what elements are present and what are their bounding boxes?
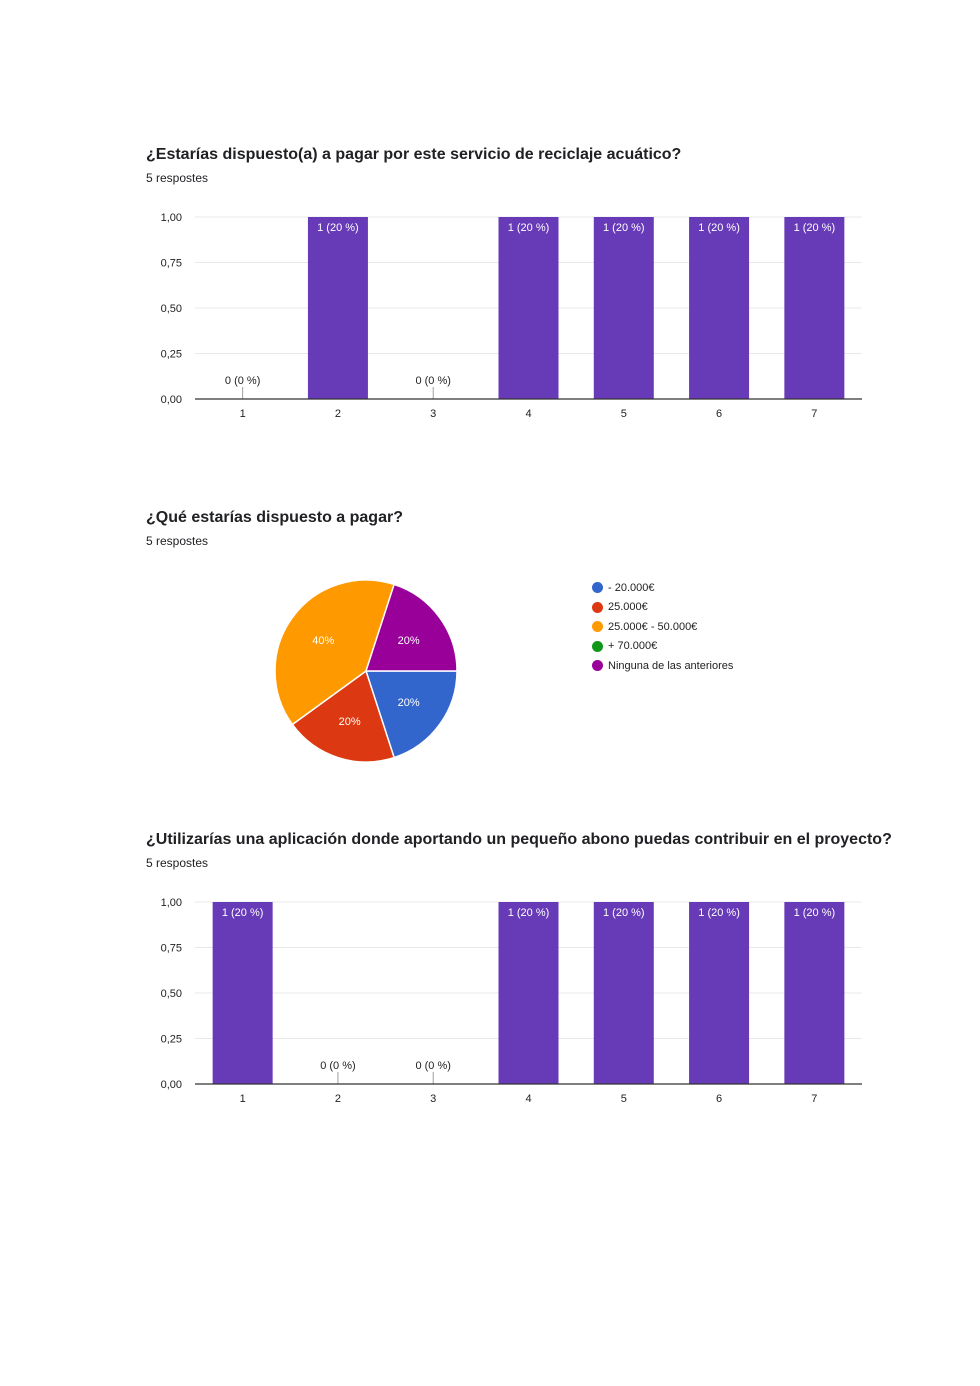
chart2-legend-item: + 70.000€ (592, 637, 733, 657)
chart2-slice-label: 40% (312, 635, 334, 647)
chart2-slice-label: 20% (339, 716, 361, 728)
chart2-legend-item: 25.000€ (592, 598, 733, 618)
chart2-legend-item: 25.000€ - 50.000€ (592, 617, 733, 637)
chart3-response-count: 5 respostes (146, 856, 209, 870)
chart1-x-tick-label: 5 (621, 408, 627, 420)
chart3-y-tick-label: 0,50 (161, 988, 182, 1000)
chart3-title: ¿Utilizarías una aplicación donde aporta… (146, 831, 892, 848)
chart3-x-tick-label: 3 (430, 1093, 436, 1105)
chart1-bar (689, 217, 750, 399)
chart3-bar-chart: 0,00 0,25 0,50 0,75 1,00 1 (20 %) 1 0 (0 %) 2 0 (… (161, 897, 862, 1105)
chart3-data-label: 1 (20 %) (222, 907, 264, 919)
chart2-legend-swatch (592, 601, 603, 613)
chart1-x-tick-label: 3 (430, 408, 436, 420)
chart1-data-label: 0 (0 %) (415, 375, 450, 387)
chart1-data-label: 1 (20 %) (603, 222, 645, 234)
chart2-legend-item: - 20.000€ (592, 578, 733, 598)
chart2-legend-item: Ninguna de las anteriores (592, 656, 733, 676)
chart2-slice-label: 20% (398, 635, 420, 647)
chart1-data-label: 1 (20 %) (317, 222, 359, 234)
chart2-legend-label: 25.000€ (608, 601, 648, 614)
chart1-bar (498, 217, 559, 399)
chart2-legend-swatch (592, 660, 603, 672)
chart2-slice (364, 670, 458, 759)
chart1-bar (784, 217, 845, 399)
chart2-pie-chart: 20% 20% 40% 20% (274, 579, 458, 763)
chart3-bar (593, 902, 654, 1084)
chart2-legend-label: 25.000€ - 50.000€ (608, 620, 698, 633)
chart3-y-tick-label: 0,00 (161, 1079, 182, 1091)
chart3-bar (784, 902, 845, 1084)
chart3-y-tick-label: 0,25 (161, 1034, 182, 1046)
chart1-y-tick-label: 0,50 (161, 303, 182, 315)
chart3-x-tick-label: 7 (811, 1093, 817, 1105)
chart3-data-label: 1 (20 %) (698, 907, 740, 919)
chart1-data-label: 1 (20 %) (508, 222, 550, 234)
chart1-y-tick-label: 1,00 (161, 212, 182, 224)
chart1-x-tick-label: 6 (716, 408, 722, 420)
chart3-data-label: 1 (20 %) (603, 907, 645, 919)
chart3-data-label: 1 (20 %) (508, 907, 550, 919)
chart2-slice (291, 669, 396, 763)
chart2-slice-label: 20% (398, 697, 420, 709)
chart3-x-tick-label: 6 (716, 1093, 722, 1105)
chart1-x-tick-label: 2 (335, 408, 341, 420)
chart1-data-label: 1 (20 %) (794, 222, 836, 234)
chart3-bar (498, 902, 559, 1084)
chart3-bar (689, 902, 750, 1084)
chart2-title: ¿Qué estarías dispuesto a pagar? (146, 509, 403, 526)
chart1-x-tick-label: 1 (240, 408, 246, 420)
chart2-legend-label: + 70.000€ (608, 640, 658, 653)
chart2-response-count: 5 respostes (146, 534, 209, 548)
chart1-bar (307, 217, 368, 399)
chart3-x-tick-label: 2 (335, 1093, 341, 1105)
chart2-legend-label: - 20.000€ (608, 581, 655, 594)
chart1-x-tick-label: 7 (811, 408, 817, 420)
chart3-bar (212, 902, 273, 1084)
chart2-legend-swatch (592, 582, 603, 594)
chart2-legend-swatch (592, 640, 603, 652)
chart3-x-tick-label: 1 (240, 1093, 246, 1105)
chart1-data-label: 0 (0 %) (225, 375, 260, 387)
chart2-legend: - 20.000€ 25.000€ 25.000€ - 50.000€ + 70.00… (592, 578, 733, 676)
chart2-slice (274, 579, 396, 726)
chart3-data-label: 1 (20 %) (794, 907, 836, 919)
chart3-data-label: 0 (0 %) (320, 1060, 355, 1072)
chart3-x-tick-label: 4 (525, 1093, 531, 1105)
chart1-data-label: 1 (20 %) (698, 222, 740, 234)
chart1-response-count: 5 respostes (146, 171, 209, 185)
chart3-x-tick-label: 5 (621, 1093, 627, 1105)
chart1-y-tick-label: 0,75 (161, 258, 182, 270)
chart2-legend-swatch (592, 621, 603, 633)
chart1-title: ¿Estarías dispuesto(a) a pagar por este … (146, 146, 682, 163)
chart1-bar-chart: 0,00 0,25 0,50 0,75 1,00 0 (0 %) 1 1 (20 %) 2 0 (… (161, 212, 862, 420)
chart1-y-tick-label: 0,25 (161, 349, 182, 361)
chart3-y-tick-label: 1,00 (161, 897, 182, 909)
chart2-legend-label: Ninguna de las anteriores (608, 659, 734, 672)
chart1-x-tick-label: 4 (525, 408, 531, 420)
chart3-y-tick-label: 0,75 (161, 943, 182, 955)
chart2-slice (364, 583, 458, 672)
chart3-data-label: 0 (0 %) (415, 1060, 450, 1072)
chart1-y-tick-label: 0,00 (161, 394, 182, 406)
chart1-bar (593, 217, 654, 399)
